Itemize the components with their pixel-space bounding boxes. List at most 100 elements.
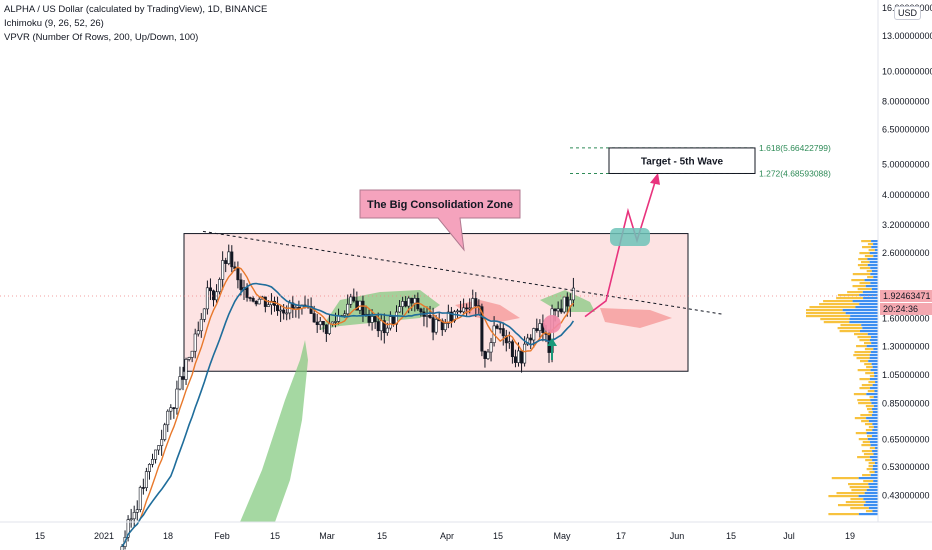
volume-bar-down — [869, 339, 878, 342]
volume-bar-up — [859, 378, 870, 381]
time-tick-label: May — [553, 531, 571, 541]
price-tick-label: 10.00000000 — [882, 66, 932, 76]
candle-body — [483, 350, 487, 359]
volume-bar-up — [861, 444, 871, 447]
volume-bar-up — [857, 336, 872, 339]
volume-bar-up — [837, 327, 863, 330]
volume-bar-up — [862, 441, 871, 444]
candle-body — [129, 518, 133, 521]
volume-bar-up — [859, 252, 870, 255]
candle-body — [559, 308, 563, 313]
volume-bar-up — [858, 438, 868, 441]
candle-body — [181, 376, 185, 380]
candle-body — [382, 320, 386, 334]
volume-bar-up — [866, 366, 873, 369]
volume-bar-up — [859, 267, 871, 270]
time-tick-label: 2021 — [94, 531, 114, 541]
candle-body — [239, 279, 243, 290]
volume-bar-up — [806, 312, 846, 315]
candle-body — [443, 323, 447, 331]
volume-bar-up — [868, 411, 873, 414]
symbol-title: ALPHA / US Dollar (calculated by Trading… — [4, 4, 268, 15]
candle-body — [538, 323, 542, 331]
candle-body — [428, 315, 432, 318]
candle-body — [501, 328, 505, 337]
candle-body — [202, 308, 206, 320]
volume-bar-up — [809, 306, 856, 309]
volume-bar-up — [865, 372, 875, 375]
volume-bar-down — [863, 504, 878, 507]
volume-bar-down — [842, 309, 878, 312]
volume-bar-down — [871, 414, 878, 417]
volume-bar-up — [865, 510, 873, 513]
volume-bar-down — [874, 390, 878, 393]
volume-bar-down — [849, 318, 878, 321]
volume-bar-down — [869, 252, 878, 255]
volume-bar-down — [872, 366, 878, 369]
candle-body — [199, 319, 203, 332]
chart-legend: ALPHA / US Dollar (calculated by Trading… — [4, 3, 267, 45]
price-tick-label: 0.53000000 — [882, 462, 930, 472]
volume-bar-up — [806, 315, 851, 318]
volume-bar-down — [865, 285, 878, 288]
volume-bar-down — [873, 243, 878, 246]
candle-body — [147, 464, 151, 472]
up-arrow-head — [547, 338, 557, 346]
price-tick-label: 1.60000000 — [882, 313, 930, 323]
candle-body — [462, 307, 466, 313]
candle-body — [224, 260, 228, 264]
volume-bar-up — [831, 477, 859, 480]
volume-bar-down — [867, 264, 878, 267]
time-tick-label: 15 — [35, 531, 45, 541]
volume-bar-up — [847, 291, 863, 294]
volume-bar-up — [860, 414, 872, 417]
candle-body — [471, 298, 475, 309]
vpvr-label: VPVR (Number Of Rows, 200, Up/Down, 100) — [4, 32, 199, 43]
volume-bar-down — [868, 360, 878, 363]
volume-bar-up — [823, 321, 850, 324]
volume-bar-down — [872, 411, 878, 414]
candle-body — [324, 324, 328, 334]
volume-bar-down — [870, 399, 878, 402]
volume-bar-down — [865, 501, 878, 504]
volume-bar-up — [857, 288, 872, 291]
volume-bar-up — [864, 423, 873, 426]
volume-bar-down — [871, 270, 878, 273]
volume-bar-up — [857, 456, 870, 459]
candle-body — [452, 311, 456, 322]
candle-body — [263, 296, 267, 307]
currency-button[interactable]: USD — [894, 6, 922, 20]
candle-body — [163, 424, 167, 440]
candle-body — [510, 341, 514, 358]
volume-bar-up — [864, 255, 874, 258]
candle-body — [141, 487, 145, 489]
volume-bar-down — [873, 426, 878, 429]
candle-body — [294, 307, 298, 309]
candle-body — [285, 312, 289, 315]
time-tick-label: 15 — [270, 531, 280, 541]
volume-bar-down — [874, 372, 878, 375]
price-tick-label: 0.85000000 — [882, 399, 930, 409]
volume-bar-down — [873, 453, 878, 456]
volume-bar-up — [868, 462, 875, 465]
candle-body — [236, 268, 240, 281]
volume-bar-down — [873, 480, 878, 483]
time-tick-label: Jul — [783, 531, 795, 541]
volume-bar-up — [837, 504, 864, 507]
volume-bar-up — [839, 330, 860, 333]
candle-body — [135, 509, 139, 513]
candle-body — [571, 287, 575, 301]
callout-text: The Big Consolidation Zone — [367, 199, 513, 211]
candle-body — [513, 356, 517, 363]
volume-bar-down — [855, 306, 878, 309]
time-tick-label: Jun — [670, 531, 685, 541]
volume-bar-down — [872, 384, 878, 387]
volume-bar-down — [859, 294, 878, 297]
candle-body — [343, 313, 347, 316]
target-box — [608, 147, 756, 174]
volume-bar-up — [849, 486, 870, 489]
kijun-line — [121, 282, 575, 548]
candle-body — [379, 320, 383, 332]
volume-bar-up — [859, 339, 870, 342]
